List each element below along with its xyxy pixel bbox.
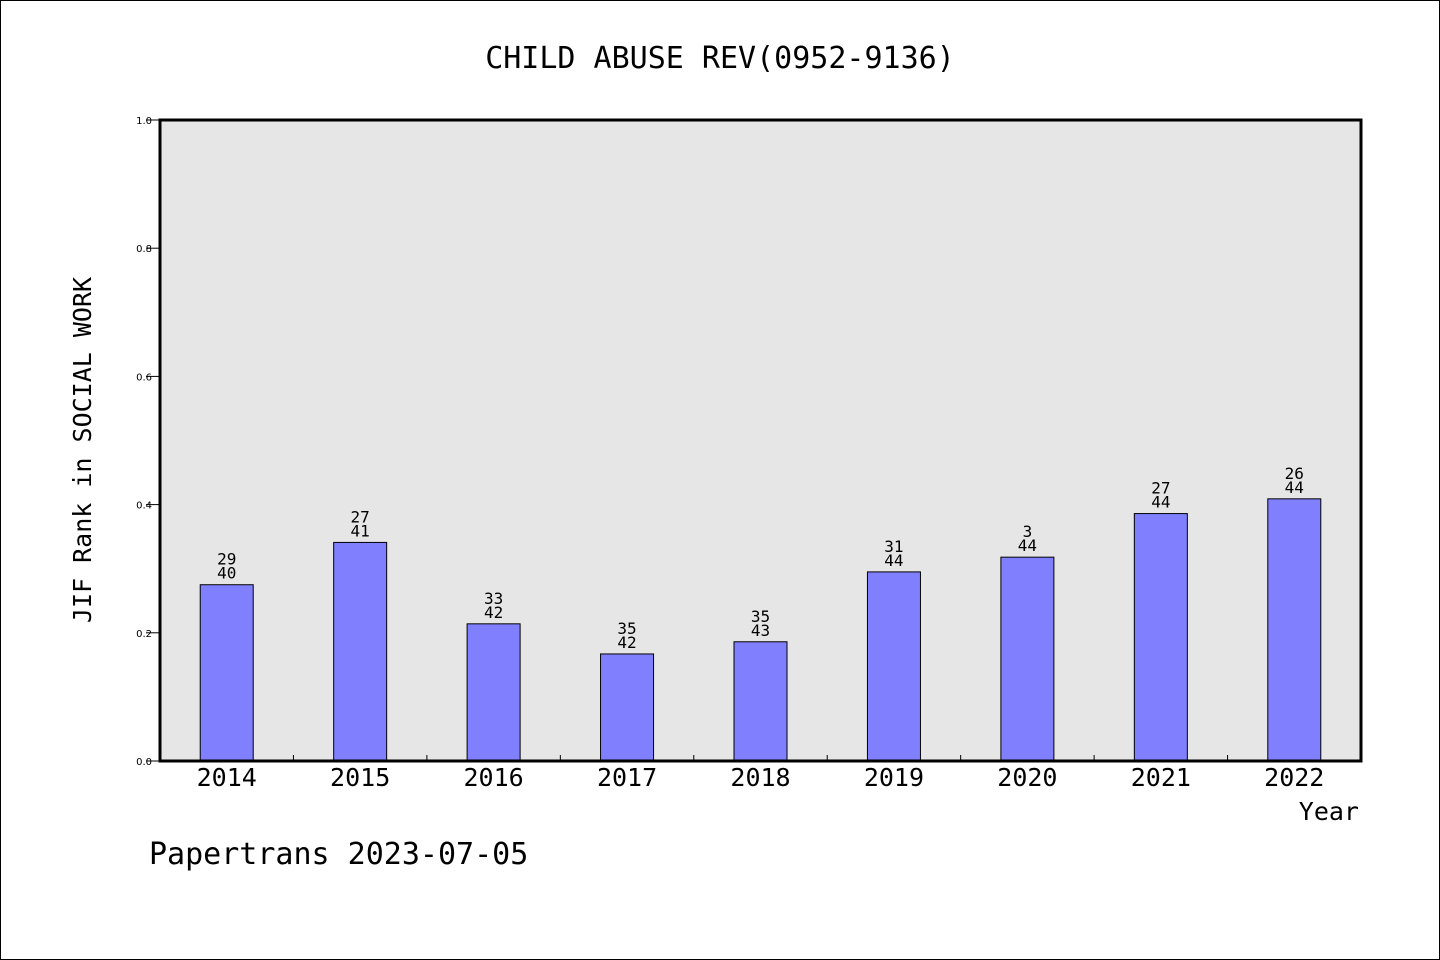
bar-label-total: 44 [1018,536,1037,555]
bar-label-rank: 27 [1151,479,1170,498]
bar-label-total: 42 [617,633,636,652]
bar [466,623,521,762]
bar-label-total: 44 [884,551,903,570]
bar-label-rank: 29 [217,550,236,569]
bar-label-rank: 31 [884,537,903,556]
y-tick-label: 1.0 [136,116,152,127]
bar-label-rank: 3 [1023,522,1033,541]
y-tick-label: 0.0 [136,757,152,768]
bar-label-total: 41 [351,521,370,540]
x-tick-label: 2015 [330,763,390,792]
bar [733,641,788,762]
x-tick-label: 2020 [997,763,1057,792]
bar-label-total: 40 [217,564,236,583]
bar [1267,498,1322,762]
bar [1133,513,1188,762]
x-tick-label: 2021 [1131,763,1191,792]
bars [199,498,1322,762]
bar-label-rank: 33 [484,589,503,608]
bar-label-rank: 35 [751,607,770,626]
bar [866,571,921,762]
x-axis-label: Year [1299,797,1359,826]
bar-label-total: 44 [1151,493,1170,512]
plot-border [158,118,1363,763]
x-tick-label: 2017 [597,763,657,792]
x-axis-ticks: 2014 2015 2016 2017 2018 2019 2020 2021 2022 [197,755,1324,792]
y-tick-label: 0.4 [136,501,152,512]
x-tick-label: 2022 [1264,763,1324,792]
chart-title: CHILD ABUSE REV(0952-9136) [485,41,955,76]
bar-label-rank: 35 [617,619,636,638]
x-tick-label: 2014 [197,763,257,792]
bar-label-total: 42 [484,603,503,622]
y-axis-label: JIF Rank in SOCIAL WORK [68,277,97,623]
y-tick-label: 0.6 [136,372,152,383]
y-tick-label: 0.2 [136,629,152,640]
x-tick-label: 2018 [730,763,790,792]
x-tick-label: 2019 [864,763,924,792]
bar [1000,556,1055,762]
bar [600,653,655,762]
bar-label-rank: 27 [351,507,370,526]
bar [333,541,388,762]
footer-credit: Papertrans 2023-07-05 [149,837,528,872]
bar-label-rank: 26 [1285,464,1304,483]
bar-label-total: 44 [1285,478,1304,497]
x-tick-label: 2016 [464,763,524,792]
bar-label-total: 43 [751,621,770,640]
y-axis-ticks: 0.0 0.2 0.4 0.6 0.8 1.0 [136,116,160,768]
y-tick-label: 0.8 [136,244,152,255]
bar [199,584,254,762]
